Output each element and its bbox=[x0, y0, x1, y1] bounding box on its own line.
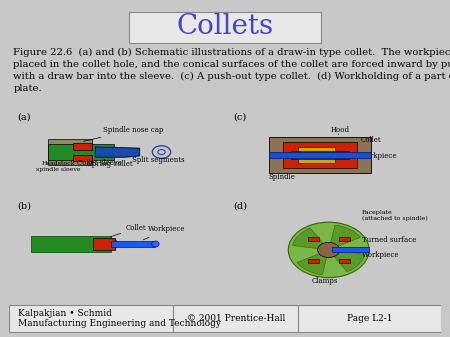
FancyBboxPatch shape bbox=[9, 305, 173, 332]
FancyBboxPatch shape bbox=[31, 237, 112, 251]
FancyBboxPatch shape bbox=[93, 238, 115, 250]
Text: Spindle nose cap: Spindle nose cap bbox=[83, 126, 163, 141]
Text: Collet sleeve: Collet sleeve bbox=[76, 159, 122, 167]
FancyBboxPatch shape bbox=[173, 305, 298, 332]
Text: Collet: Collet bbox=[110, 224, 147, 237]
Wedge shape bbox=[328, 225, 360, 250]
FancyBboxPatch shape bbox=[48, 145, 114, 160]
FancyBboxPatch shape bbox=[48, 140, 92, 165]
FancyBboxPatch shape bbox=[73, 155, 92, 161]
Text: Faceplate
(attached to spindle): Faceplate (attached to spindle) bbox=[362, 210, 428, 221]
FancyBboxPatch shape bbox=[129, 12, 321, 43]
Text: Spindle: Spindle bbox=[269, 173, 296, 181]
Text: Hood: Hood bbox=[331, 126, 350, 134]
FancyBboxPatch shape bbox=[269, 152, 371, 158]
FancyBboxPatch shape bbox=[298, 305, 441, 332]
Wedge shape bbox=[292, 228, 328, 250]
Wedge shape bbox=[328, 250, 365, 272]
FancyBboxPatch shape bbox=[308, 237, 319, 241]
FancyBboxPatch shape bbox=[291, 151, 349, 159]
Text: Spring collet: Spring collet bbox=[87, 160, 133, 168]
Text: Collets: Collets bbox=[176, 12, 274, 39]
Ellipse shape bbox=[152, 241, 159, 247]
Text: (d): (d) bbox=[234, 202, 248, 210]
Text: Turned surface: Turned surface bbox=[362, 236, 416, 244]
Text: (a): (a) bbox=[18, 113, 31, 121]
Text: Split segments: Split segments bbox=[131, 156, 184, 164]
Wedge shape bbox=[297, 250, 328, 275]
FancyBboxPatch shape bbox=[269, 137, 371, 173]
Text: Workpiece: Workpiece bbox=[360, 152, 398, 159]
Text: Workpiece: Workpiece bbox=[362, 251, 399, 259]
Text: Headstock
spindle sleeve: Headstock spindle sleeve bbox=[36, 161, 81, 172]
Circle shape bbox=[288, 222, 369, 278]
Circle shape bbox=[318, 242, 340, 257]
Polygon shape bbox=[95, 147, 140, 157]
Ellipse shape bbox=[105, 239, 118, 249]
FancyBboxPatch shape bbox=[112, 241, 155, 247]
Text: Kalpakjian • Schmid
Manufacturing Engineering and Technology: Kalpakjian • Schmid Manufacturing Engine… bbox=[18, 309, 221, 328]
Text: Page L2-1: Page L2-1 bbox=[347, 314, 392, 323]
FancyBboxPatch shape bbox=[339, 237, 350, 241]
Text: Figure 22.6  (a) and (b) Schematic illustrations of a draw-in type collet.  The : Figure 22.6 (a) and (b) Schematic illust… bbox=[14, 48, 450, 93]
Text: Collet: Collet bbox=[360, 136, 381, 145]
FancyBboxPatch shape bbox=[284, 143, 357, 167]
FancyBboxPatch shape bbox=[333, 247, 369, 252]
FancyBboxPatch shape bbox=[339, 258, 350, 263]
Text: Clamps: Clamps bbox=[312, 277, 338, 285]
Text: (c): (c) bbox=[234, 113, 247, 121]
FancyBboxPatch shape bbox=[73, 143, 92, 150]
Text: © 2001 Prentice-Hall: © 2001 Prentice-Hall bbox=[187, 314, 285, 323]
FancyBboxPatch shape bbox=[308, 258, 319, 263]
Text: Workpiece: Workpiece bbox=[143, 225, 185, 240]
Text: (b): (b) bbox=[18, 202, 32, 210]
FancyBboxPatch shape bbox=[298, 148, 335, 162]
